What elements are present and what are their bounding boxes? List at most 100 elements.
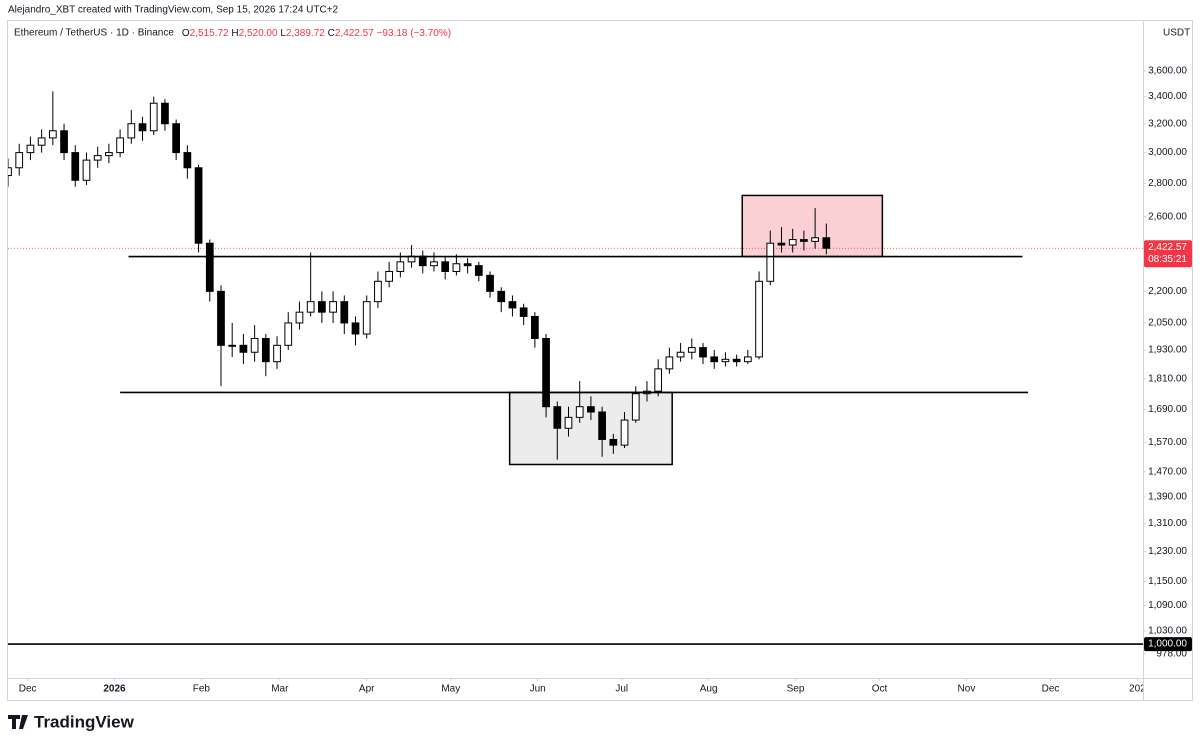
candle-body [37,137,46,146]
candle-body [519,307,528,317]
candle-body [452,263,461,272]
candle-body [284,322,293,346]
credit: Alejandro_XBT created with TradingView.c… [8,5,339,16]
candle-body [15,152,24,169]
candle-body [755,280,763,358]
candle-body [699,347,707,358]
candle-body [82,159,91,181]
candle-body [228,344,237,347]
candle-body [340,301,349,324]
candle-body [531,315,539,339]
y-tick-label: 1,090.00 [1148,600,1187,611]
y-tick-label: 2,800.00 [1148,178,1187,189]
candle-body [687,347,696,353]
candle-body [766,242,775,282]
y-tick-label: 2,050.00 [1148,318,1187,329]
countdown: 08:35:21 [1148,254,1187,265]
y-tick-label: 2,600.00 [1148,211,1187,222]
last-price-tag [1144,240,1192,268]
zone-box [741,194,884,258]
candle-body [261,337,270,363]
candle-body [385,270,393,282]
candle-body [8,167,12,177]
y-tick-label: 1,690.00 [1148,404,1187,415]
y-tick-label: 1,310.00 [1148,518,1187,529]
currency: USDT [1163,28,1190,39]
candle-body [553,406,562,429]
candle-body [508,301,517,309]
candle-body [620,419,629,446]
ohlc-value: 2,520.00 [239,28,281,39]
candle-body [665,356,674,370]
candle-body [217,290,225,346]
line-price-tag [1144,637,1192,652]
candle-body [486,274,494,292]
x-tick-label: Jun [530,684,546,695]
candle-body [418,255,427,267]
last-price-label: 2,422.57 [1148,242,1187,253]
candle-body [598,411,606,440]
candle-body [183,152,192,169]
candle-body [205,242,214,292]
y-tick-label: 1,030.00 [1148,626,1187,637]
candle-body [318,301,326,313]
x-tick-label: Mar [271,684,289,695]
x-tick-label: Feb [193,684,211,695]
y-tick-label: 1,230.00 [1148,546,1187,557]
candle-body [105,152,113,157]
candle-body [295,311,304,324]
x-tick-label: May [441,684,460,695]
legend: O2,515.72 H2,520.00 L2,389.72 C2,422.57 … [182,28,451,39]
x-tick-label: Sep [787,684,805,695]
ohlc-key: O [182,28,190,39]
y-tick-label: 2,200.00 [1148,286,1187,297]
brand-logo [8,715,28,729]
candle-body [788,239,797,246]
candle-body [306,301,315,313]
candle-body [138,123,147,132]
candle-body [250,337,259,353]
symbol: Ethereum / TetherUS · 1D · Binance [14,28,174,39]
candle-body [60,130,68,154]
candle-body [587,406,595,413]
y-tick-label: 3,200.00 [1148,118,1187,129]
x-tick-label: Apr [359,684,375,695]
candle-body [430,261,438,267]
candle-body [822,237,831,249]
y-tick-label: 1,470.00 [1148,466,1187,477]
candle-body [721,358,730,363]
candle-body [116,137,124,154]
ohlc-value: 2,389.72 [286,28,328,39]
change: −93.18 (−3.70%) [377,28,452,39]
y-tick-label: 3,400.00 [1148,91,1187,102]
candle-body [26,144,35,154]
candle-body [575,406,584,418]
candle-body [239,344,248,353]
x-tick-label: Nov [958,684,976,695]
candle-body [161,102,169,125]
candle-body [777,242,786,246]
candle-body [48,130,57,139]
candle-body [127,123,136,139]
candle-body [362,301,371,335]
candle-body [654,368,663,392]
x-tick-label: Dec [1042,684,1060,695]
candle-body [194,167,203,244]
candle-body [71,152,80,181]
candle-body [463,263,472,267]
candle-body [396,261,405,272]
candle-body [811,237,819,242]
y-tick-label: 1,390.00 [1148,491,1187,502]
candle-body [329,301,337,313]
candle-body [93,155,102,161]
candle-body [676,351,685,358]
candle-body [564,416,573,429]
ohlc-key: H [231,28,238,39]
y-tick-label: 1,930.00 [1148,345,1187,356]
candle-body [351,322,360,335]
x-tick-label: 2026 [103,684,126,695]
candle-body [631,393,640,421]
ohlc-key: L [280,28,286,39]
